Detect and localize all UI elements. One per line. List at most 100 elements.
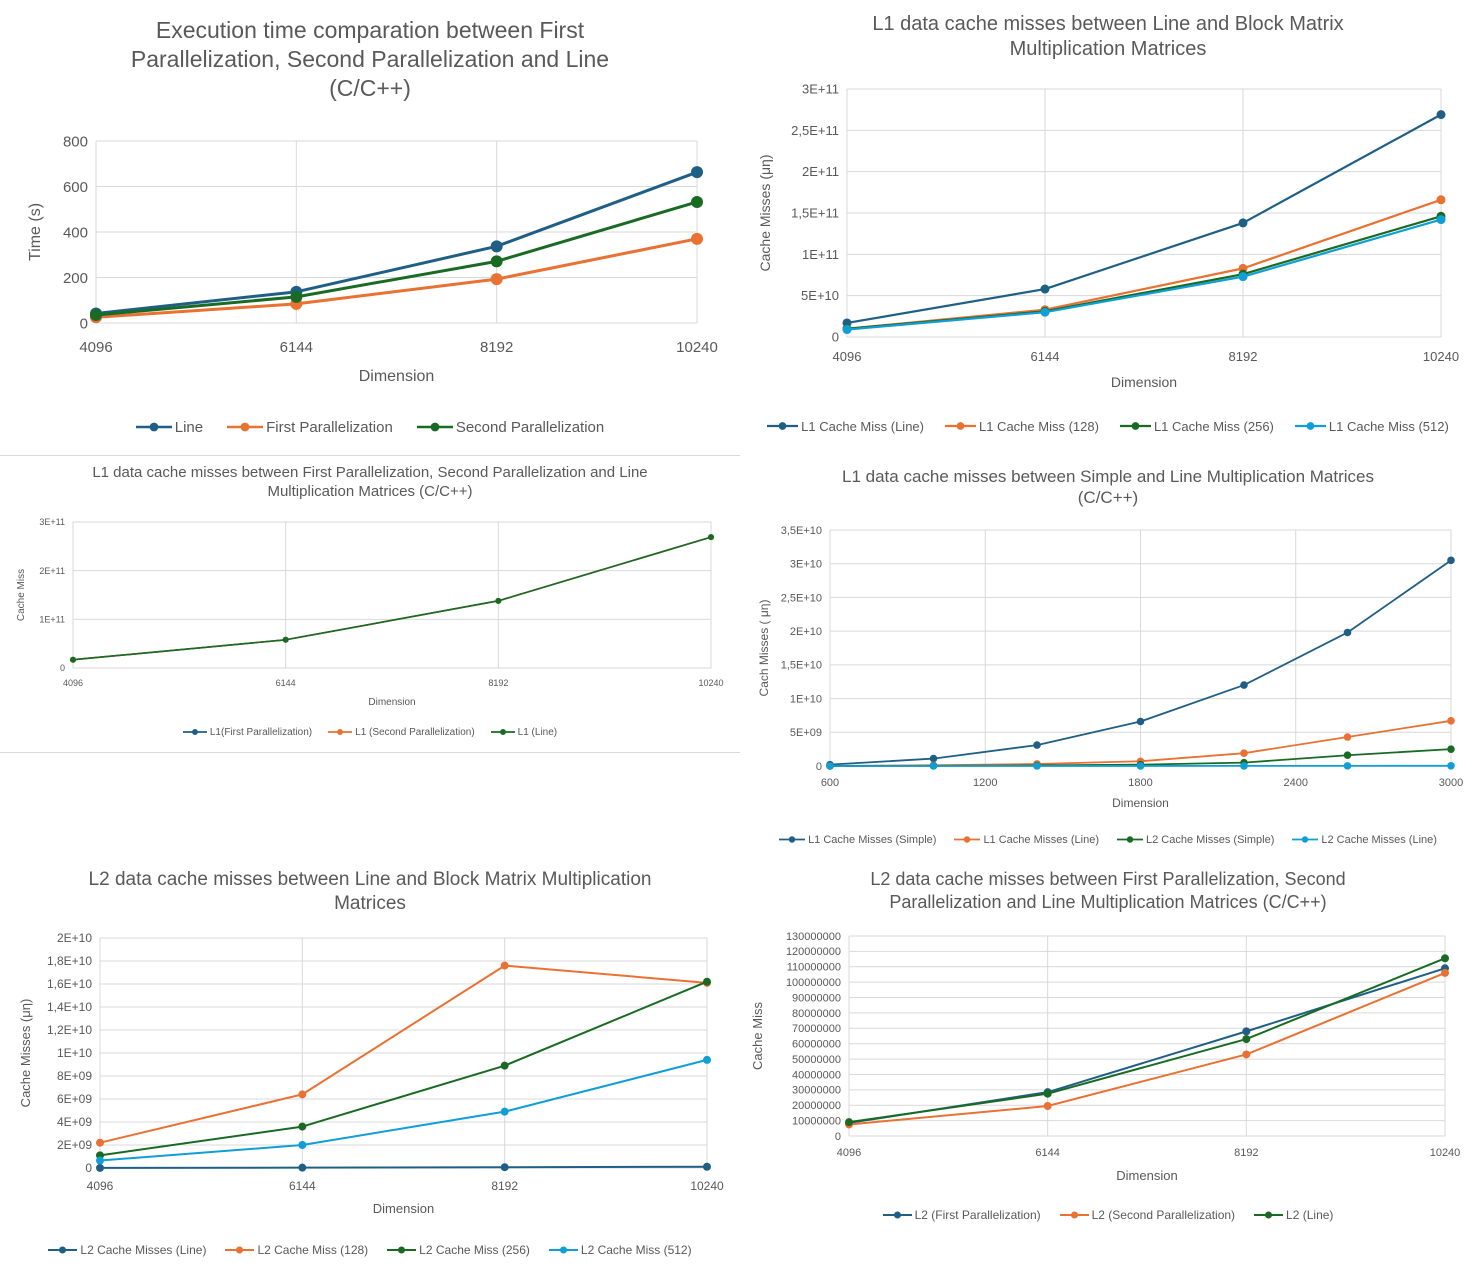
chart-title: L1 data cache misses between First Paral…	[92, 464, 648, 500]
legend-item: L2 Cache Miss (256)	[387, 1243, 530, 1257]
chart-title: L2 data cache misses between First Paral…	[870, 869, 1346, 912]
series-line	[846, 215, 1442, 330]
data-point	[691, 232, 703, 245]
chart-legend: L1(First Parallelization) L1 (Second Para…	[0, 726, 740, 738]
legend-label: L1 Cache Miss (512)	[1328, 418, 1449, 434]
data-point	[1033, 762, 1041, 770]
data-point	[1447, 556, 1455, 565]
data-point	[1343, 733, 1352, 741]
y-tick-label: 5E+09	[790, 727, 822, 739]
series-line	[99, 1058, 708, 1162]
y-tick-label: 400	[63, 224, 88, 241]
gridlines	[848, 935, 1446, 1137]
data-point	[1242, 1027, 1251, 1036]
chart-panel: L1 data cache misses between First Paral…	[0, 456, 740, 752]
x-tick-label: 6144	[276, 678, 296, 688]
y-tick-label: 1E+10	[57, 1046, 92, 1060]
data-point	[1033, 741, 1041, 749]
legend-label: L2 Cache Misses (Line)	[80, 1243, 207, 1257]
series-line	[848, 971, 1446, 1126]
legend-swatch	[1294, 422, 1326, 430]
data-point	[1447, 761, 1455, 770]
data-point	[1242, 1050, 1251, 1059]
y-tick-label: 6E+09	[57, 1092, 92, 1106]
data-point	[1136, 762, 1145, 770]
legend-item: L2 Cache Misses (Line)	[48, 1243, 206, 1257]
x-tick-label: 4096	[87, 1179, 114, 1193]
x-tick-label: 6144	[280, 339, 313, 356]
data-point	[1238, 272, 1248, 282]
legend-item: L2 (Second Parallelization)	[1059, 1208, 1235, 1222]
x-tick-label: 4096	[833, 349, 862, 364]
data-point	[1447, 717, 1455, 725]
data-point	[298, 1163, 307, 1172]
legend-swatch	[882, 1211, 912, 1219]
chart-title: L2 data cache misses between Line and Bl…	[88, 869, 652, 914]
legend-swatch	[416, 422, 453, 432]
data-point	[1436, 110, 1446, 120]
data-point	[298, 1090, 307, 1099]
chart-legend: L1 Cache Miss (Line) L1 Cache Miss (128) L…	[740, 418, 1476, 434]
y-tick-label: 1E+11	[802, 247, 839, 262]
x-axis-title: Dimension	[373, 1201, 434, 1216]
data-point	[500, 961, 509, 970]
legend-item: L1 Cache Miss (512)	[1294, 418, 1449, 434]
y-tick-label: 3,5E+10	[781, 525, 822, 537]
chart-legend: L2 (First Parallelization) L2 (Second Par…	[740, 1208, 1476, 1222]
legend-label: L1(First Parallelization)	[209, 726, 313, 738]
gridlines	[72, 521, 712, 669]
legend-swatch	[1059, 1211, 1089, 1219]
x-tick-label: 1800	[1128, 777, 1152, 789]
chart-plot: 0 5E+09 1E+10 1,5E+10 2E+10 2,5E+10 3E+10 3,5E+…	[757, 525, 1463, 810]
data-point	[282, 636, 289, 643]
y-tick-label: 5E+10	[801, 288, 839, 303]
y-tick-label: 80000000	[792, 1008, 841, 1020]
y-tick-label: 200	[63, 270, 88, 287]
y-tick-label: 2,5E+10	[781, 592, 822, 604]
y-tick-label: 1,2E+10	[47, 1023, 92, 1037]
legend-label: L1 Cache Miss (Line)	[801, 418, 924, 434]
y-tick-label: 2,5E+11	[791, 123, 839, 138]
y-axis-title: Cache Misses (μη)	[757, 155, 773, 272]
x-tick-label: 6144	[1031, 349, 1060, 364]
chart-panel: Execution time comparation between First…	[0, 0, 740, 455]
chart-panel: L2 data cache misses between First Paral…	[740, 858, 1476, 1270]
chart-panel: L2 data cache misses between Line and Bl…	[0, 858, 740, 1270]
x-tick-label: 4096	[79, 339, 112, 356]
y-tick-label: 2E+11	[39, 566, 65, 576]
data-point	[90, 309, 102, 322]
series-line	[846, 198, 1442, 330]
series-line	[846, 218, 1442, 331]
legend-label: Line	[174, 418, 204, 436]
y-tick-label: 8E+09	[57, 1069, 92, 1083]
legend-label: L1 (Second Parallelization)	[355, 726, 475, 738]
y-tick-label: 120000000	[786, 946, 841, 958]
data-point	[1343, 762, 1352, 770]
y-tick-label: 600	[63, 179, 88, 196]
x-tick-label: 8192	[488, 678, 508, 688]
legend-item: Line	[135, 418, 204, 436]
chart-legend: L2 Cache Misses (Line) L2 Cache Miss (128…	[0, 1243, 740, 1257]
data-point	[845, 1118, 853, 1127]
data-point	[490, 273, 503, 286]
data-point	[929, 754, 938, 763]
x-tick-label: 1200	[973, 777, 997, 789]
x-tick-label: 10240	[698, 678, 723, 688]
y-axis-title: Cache Miss	[16, 569, 27, 621]
gridlines	[95, 140, 698, 324]
series-line	[95, 200, 698, 317]
legend-item: L1 Cache Misses (Simple)	[779, 833, 936, 846]
data-point	[495, 597, 502, 604]
data-point	[703, 1162, 711, 1171]
x-tick-label: 3000	[1439, 777, 1463, 789]
series-line	[72, 536, 712, 661]
data-point	[500, 1107, 509, 1116]
y-tick-label: 90000000	[792, 992, 841, 1004]
legend-swatch	[767, 422, 799, 430]
y-tick-label: 0	[80, 315, 88, 332]
data-point	[1436, 215, 1446, 225]
legend-label: L2 Cache Miss (512)	[580, 1243, 692, 1257]
data-point	[929, 762, 938, 770]
data-point	[826, 762, 834, 770]
data-point	[1040, 284, 1050, 294]
